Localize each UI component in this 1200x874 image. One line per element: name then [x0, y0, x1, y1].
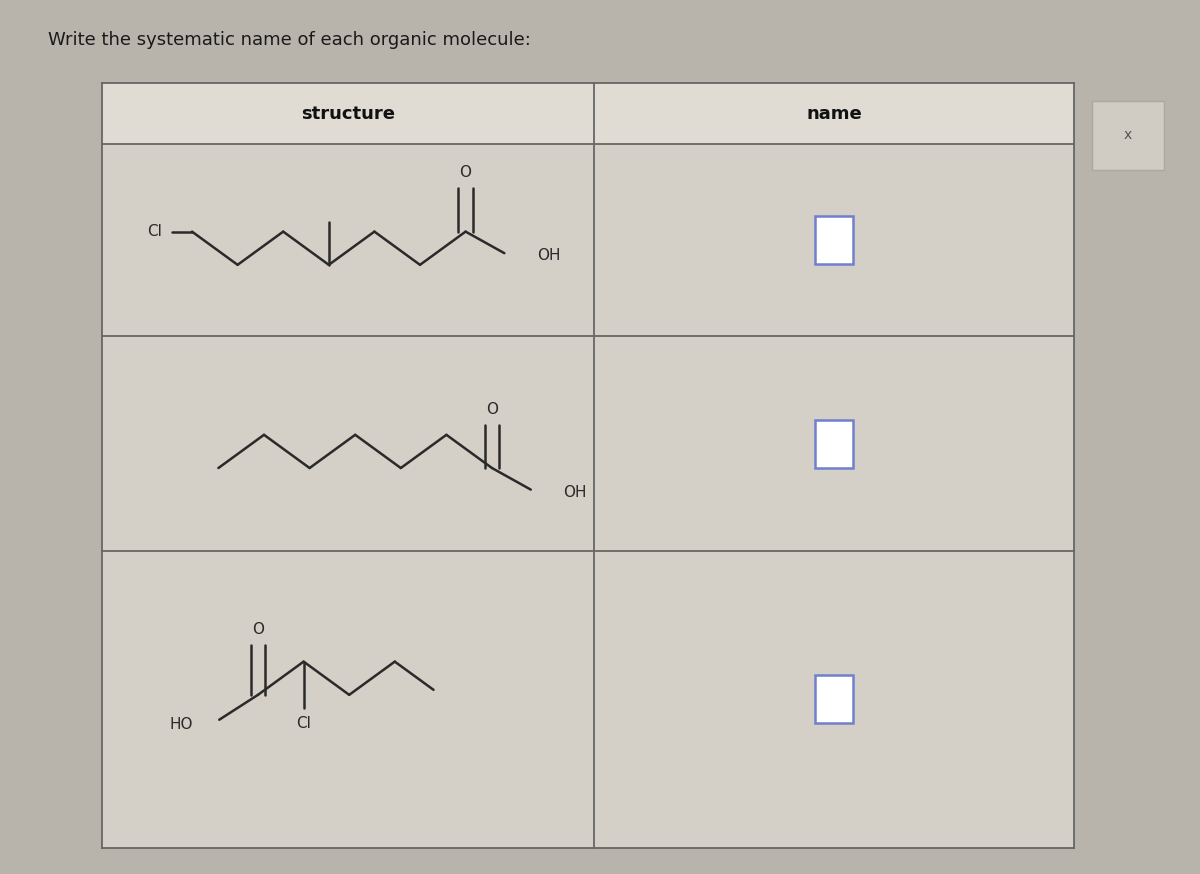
Bar — [102, 336, 594, 551]
Bar — [815, 675, 853, 724]
Text: OH: OH — [563, 485, 587, 500]
Text: name: name — [806, 105, 862, 122]
Text: HO: HO — [169, 717, 193, 732]
Text: O: O — [252, 621, 264, 637]
Bar — [102, 83, 1074, 144]
Bar — [594, 551, 1074, 848]
Text: Cl: Cl — [148, 224, 162, 239]
Text: Cl: Cl — [296, 717, 311, 732]
Bar — [815, 216, 853, 264]
Text: Write the systematic name of each organic molecule:: Write the systematic name of each organi… — [48, 31, 530, 49]
Bar — [102, 551, 594, 848]
Bar — [102, 144, 594, 336]
Bar — [594, 336, 1074, 551]
Text: O: O — [486, 402, 498, 417]
Text: structure: structure — [301, 105, 395, 122]
Bar — [594, 144, 1074, 336]
Text: x: x — [1124, 128, 1132, 142]
Text: O: O — [460, 165, 472, 180]
Bar — [815, 420, 853, 468]
Text: OH: OH — [536, 248, 560, 263]
Bar — [1092, 101, 1164, 170]
